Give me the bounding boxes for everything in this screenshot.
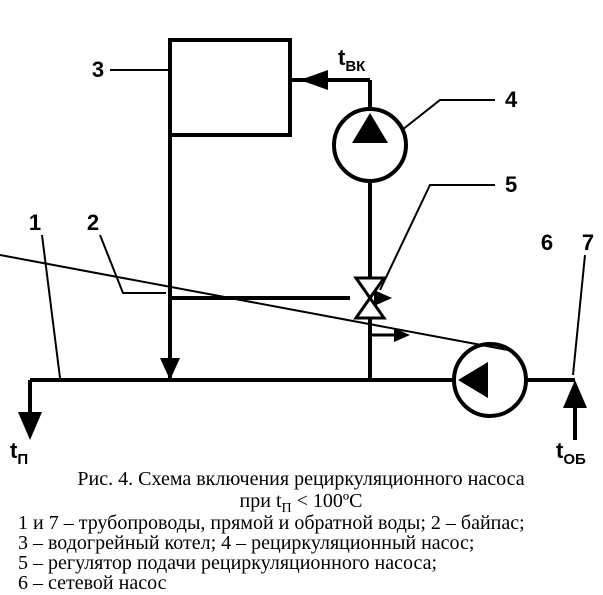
label-5: 5 xyxy=(505,172,517,197)
schematic-diagram: 1 2 3 4 5 6 7 tВК tП tОБ Рис. 4. Схема в… xyxy=(0,0,603,595)
network-pump xyxy=(454,344,526,416)
t-p: tП xyxy=(10,438,28,468)
label-4: 4 xyxy=(505,87,518,112)
label-7: 7 xyxy=(582,230,594,255)
label-1: 1 xyxy=(29,210,41,235)
caption-line-1: Рис. 4. Схема включения рециркуляционног… xyxy=(77,468,524,490)
t-ob: tОБ xyxy=(556,438,586,468)
recirc-pump xyxy=(334,109,406,181)
flow-arrow-into-boiler xyxy=(300,70,328,90)
caption-line-3: 1 и 7 – трубопроводы, прямой и обратной … xyxy=(18,512,525,534)
label-2: 2 xyxy=(87,210,99,235)
flow-arrow-down-left xyxy=(160,358,180,380)
boiler xyxy=(170,40,290,135)
caption-line-4: 3 – водогрейный котел; 4 – рециркуляцион… xyxy=(18,532,474,554)
label-6: 6 xyxy=(541,230,553,255)
caption-line-5: 5 – регулятор подачи рециркуляционного н… xyxy=(18,552,437,574)
t-vk: tВК xyxy=(338,45,366,75)
outlet-arrow-left xyxy=(18,380,42,440)
label-3: 3 xyxy=(92,57,104,82)
inlet-arrow-right xyxy=(563,380,587,440)
control-valve xyxy=(356,278,392,318)
caption-line-6: 6 – сетевой насос xyxy=(18,572,167,594)
